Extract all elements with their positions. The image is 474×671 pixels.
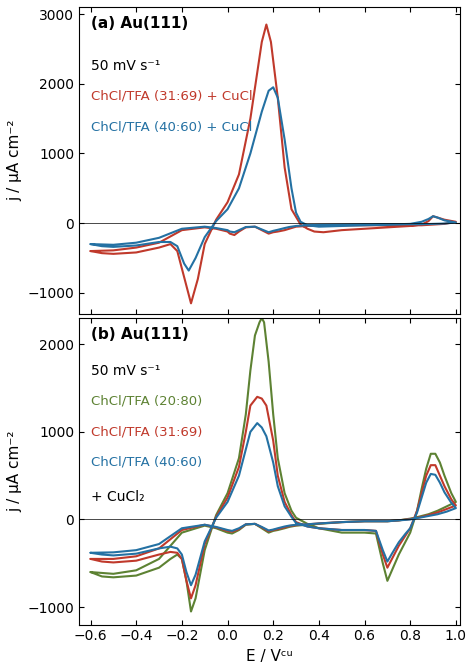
Text: + CuCl₂: + CuCl₂ <box>91 490 144 504</box>
Text: ChCl/TFA (31:69) + CuCl: ChCl/TFA (31:69) + CuCl <box>91 90 252 103</box>
Text: ChCl/TFA (31:69): ChCl/TFA (31:69) <box>91 425 202 438</box>
Text: 50 mV s⁻¹: 50 mV s⁻¹ <box>91 59 160 73</box>
Text: ChCl/TFA (40:60) + CuCl: ChCl/TFA (40:60) + CuCl <box>91 121 252 134</box>
X-axis label: E / Vᶜᵘ: E / Vᶜᵘ <box>246 649 293 664</box>
Y-axis label: j / μA cm⁻²: j / μA cm⁻² <box>7 119 22 201</box>
Y-axis label: j / μA cm⁻²: j / μA cm⁻² <box>7 431 22 512</box>
Text: ChCl/TFA (20:80): ChCl/TFA (20:80) <box>91 395 202 407</box>
Text: ChCl/TFA (40:60): ChCl/TFA (40:60) <box>91 456 201 469</box>
Text: 50 mV s⁻¹: 50 mV s⁻¹ <box>91 364 160 378</box>
Text: (a) Au(111): (a) Au(111) <box>91 16 188 32</box>
Text: (b) Au(111): (b) Au(111) <box>91 327 188 342</box>
